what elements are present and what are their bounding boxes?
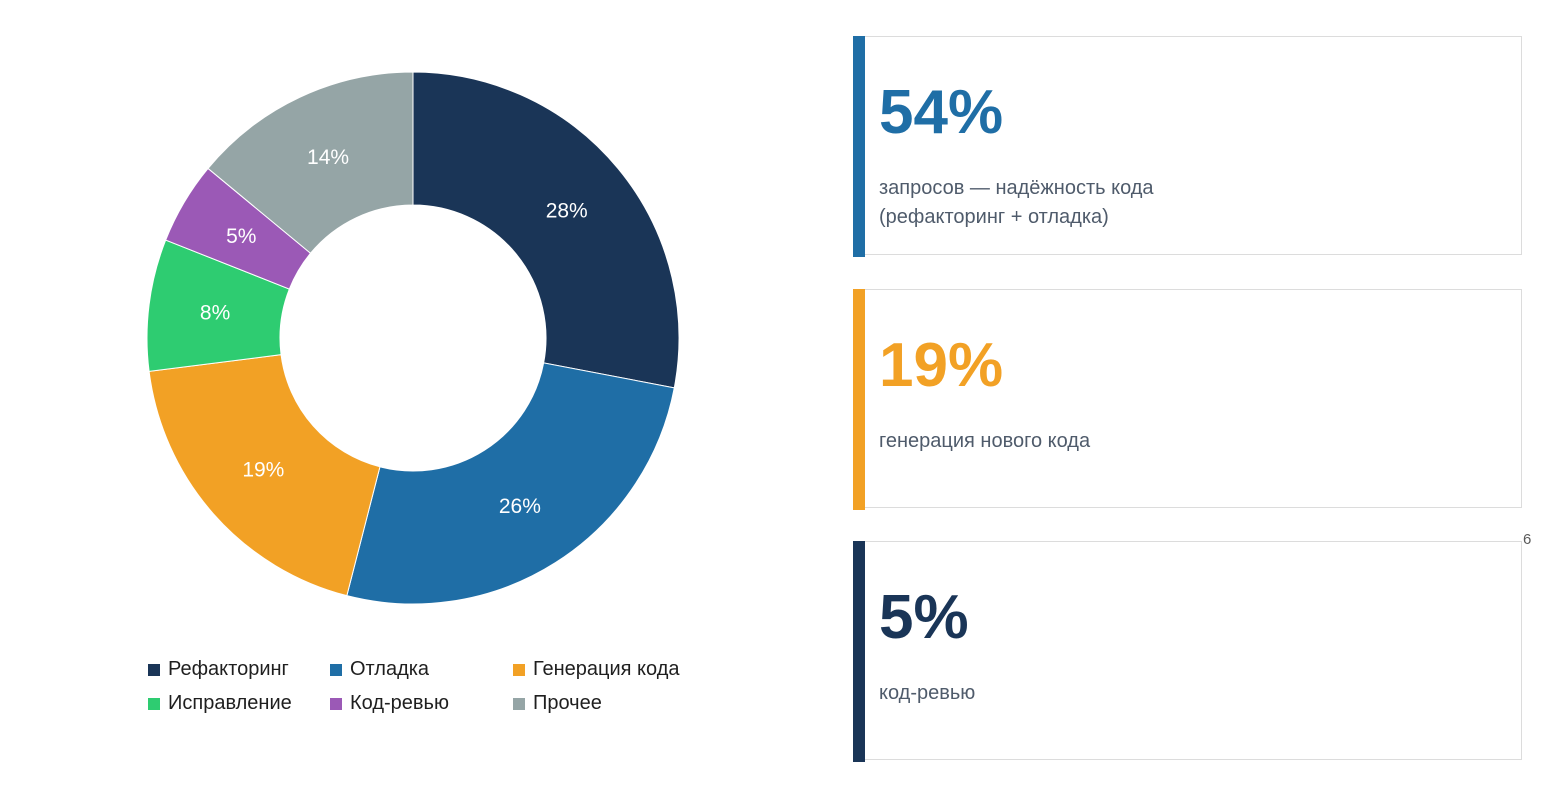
slice-label-5: 5% [226,225,256,248]
legend-item-code-review: Код-ревью [330,692,449,715]
legend-label: Отладка [350,658,430,680]
slice-label-6: 14% [307,146,349,169]
slice-label-1: 28% [546,199,588,222]
card-big-number: 19% [879,331,1004,400]
legend-swatch [330,697,342,710]
card-big-number: 5% [879,583,969,652]
page-number: 6 [1523,531,1532,548]
card-accent-bar [853,541,865,762]
legend-item-code-generation: Генерация кода [513,658,680,681]
stat-card-code-generation: 19% генерация нового кода [853,289,1522,510]
legend-item-fixing: Исправление [148,692,292,715]
legend-swatch [148,663,160,676]
donut-chart: 28% 26% 19% 8% 5% 14% [146,71,680,605]
card-big-number: 54% [879,78,1004,147]
legend-label: Код-ревью [350,692,449,714]
legend-label: Генерация кода [533,658,680,680]
donut-chart-area: 28% 26% 19% 8% 5% 14% Рефакторинг Отладка Ген… [146,71,680,715]
donut-slice-1 [412,71,680,389]
card-description: код-ревью [879,682,976,704]
slice-label-4: 8% [200,301,230,324]
donut-slice-3 [148,354,381,597]
stat-card-reliability: 54% запросов — надёжность кода (рефактор… [853,36,1522,257]
legend-swatch [513,697,525,710]
legend-item-other: Прочее [513,692,602,715]
slice-label-2: 26% [499,495,541,518]
legend-label: Рефакторинг [168,658,289,680]
legend-label: Прочее [533,692,602,714]
legend-swatch [330,663,342,676]
legend-item-debugging: Отладка [330,658,429,681]
card-accent-bar [853,289,865,510]
card-description: запросов — надёжность кода (рефакторинг … [879,177,1154,228]
donut-slice-2 [346,362,675,605]
legend-swatch [148,697,160,710]
legend-swatch [513,663,525,676]
donut-slice-6 [207,71,414,254]
stat-card-code-review: 5% код-ревью [853,541,1522,762]
card-description: генерация нового кода [879,430,1091,452]
card-accent-bar [853,36,865,257]
legend-item-refactoring: Рефакторинг [148,658,289,681]
slice-label-3: 19% [242,458,284,481]
legend-label: Исправление [168,692,292,714]
